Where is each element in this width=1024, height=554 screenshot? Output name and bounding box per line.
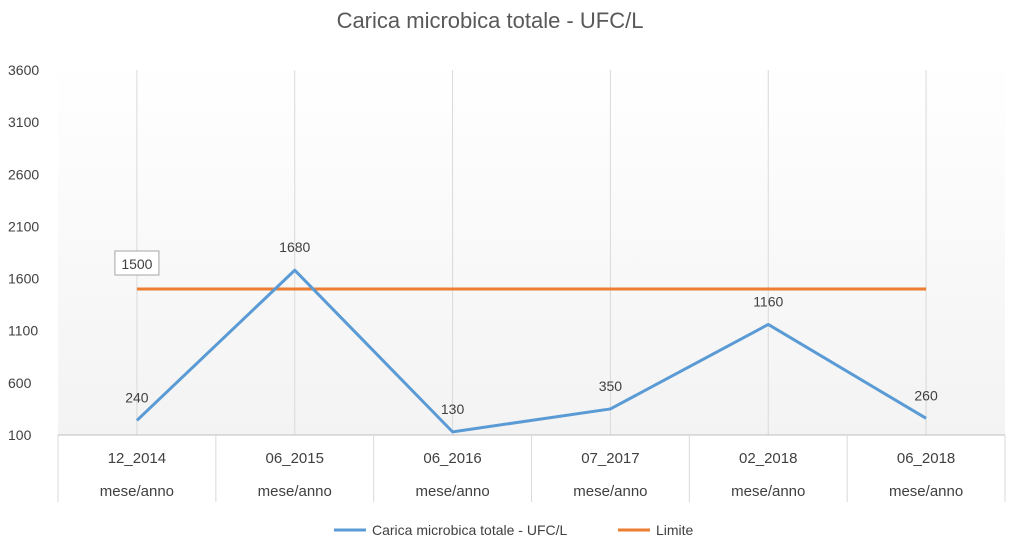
data-label: 1160 bbox=[753, 293, 783, 309]
data-label: 260 bbox=[914, 387, 938, 403]
category-label: 07_2017 bbox=[581, 450, 639, 467]
y-tick-label: 600 bbox=[8, 375, 32, 391]
data-label: 240 bbox=[125, 389, 149, 405]
y-tick-label: 1100 bbox=[8, 323, 38, 339]
chart-title: Carica microbica totale - UFC/L bbox=[336, 8, 644, 33]
category-label: 06_2016 bbox=[423, 450, 481, 467]
data-label: 130 bbox=[441, 401, 465, 417]
limite-label-box bbox=[114, 250, 160, 276]
y-tick-label: 3100 bbox=[8, 114, 39, 130]
data-label: 1680 bbox=[279, 239, 310, 255]
legend-label-carica: Carica microbica totale - UFC/L bbox=[372, 522, 567, 538]
y-tick-label: 3600 bbox=[8, 62, 39, 78]
category-label: 02_2018 bbox=[739, 450, 797, 467]
category-label: 06_2018 bbox=[897, 450, 955, 467]
series-line-carica bbox=[135, 268, 927, 434]
data-label: 350 bbox=[599, 378, 623, 394]
y-tick-label: 2600 bbox=[8, 166, 39, 182]
y-tick-label: 1600 bbox=[8, 271, 39, 287]
category-sublabel: mese/anno bbox=[573, 483, 647, 500]
y-tick-label: 100 bbox=[8, 427, 32, 443]
plot-area bbox=[58, 60, 1005, 435]
category-sublabel: mese/anno bbox=[889, 483, 963, 500]
legend-label-limite: Limite bbox=[656, 522, 694, 538]
category-sublabel: mese/anno bbox=[415, 483, 489, 500]
category-sublabel: mese/anno bbox=[731, 483, 805, 500]
category-sublabel: mese/anno bbox=[258, 483, 332, 500]
category-label: 12_2014 bbox=[108, 450, 166, 467]
category-label: 06_2015 bbox=[266, 450, 324, 467]
limite-data-label: 1500 bbox=[121, 256, 152, 272]
y-tick-label: 2100 bbox=[8, 218, 39, 234]
category-sublabel: mese/anno bbox=[100, 483, 174, 500]
